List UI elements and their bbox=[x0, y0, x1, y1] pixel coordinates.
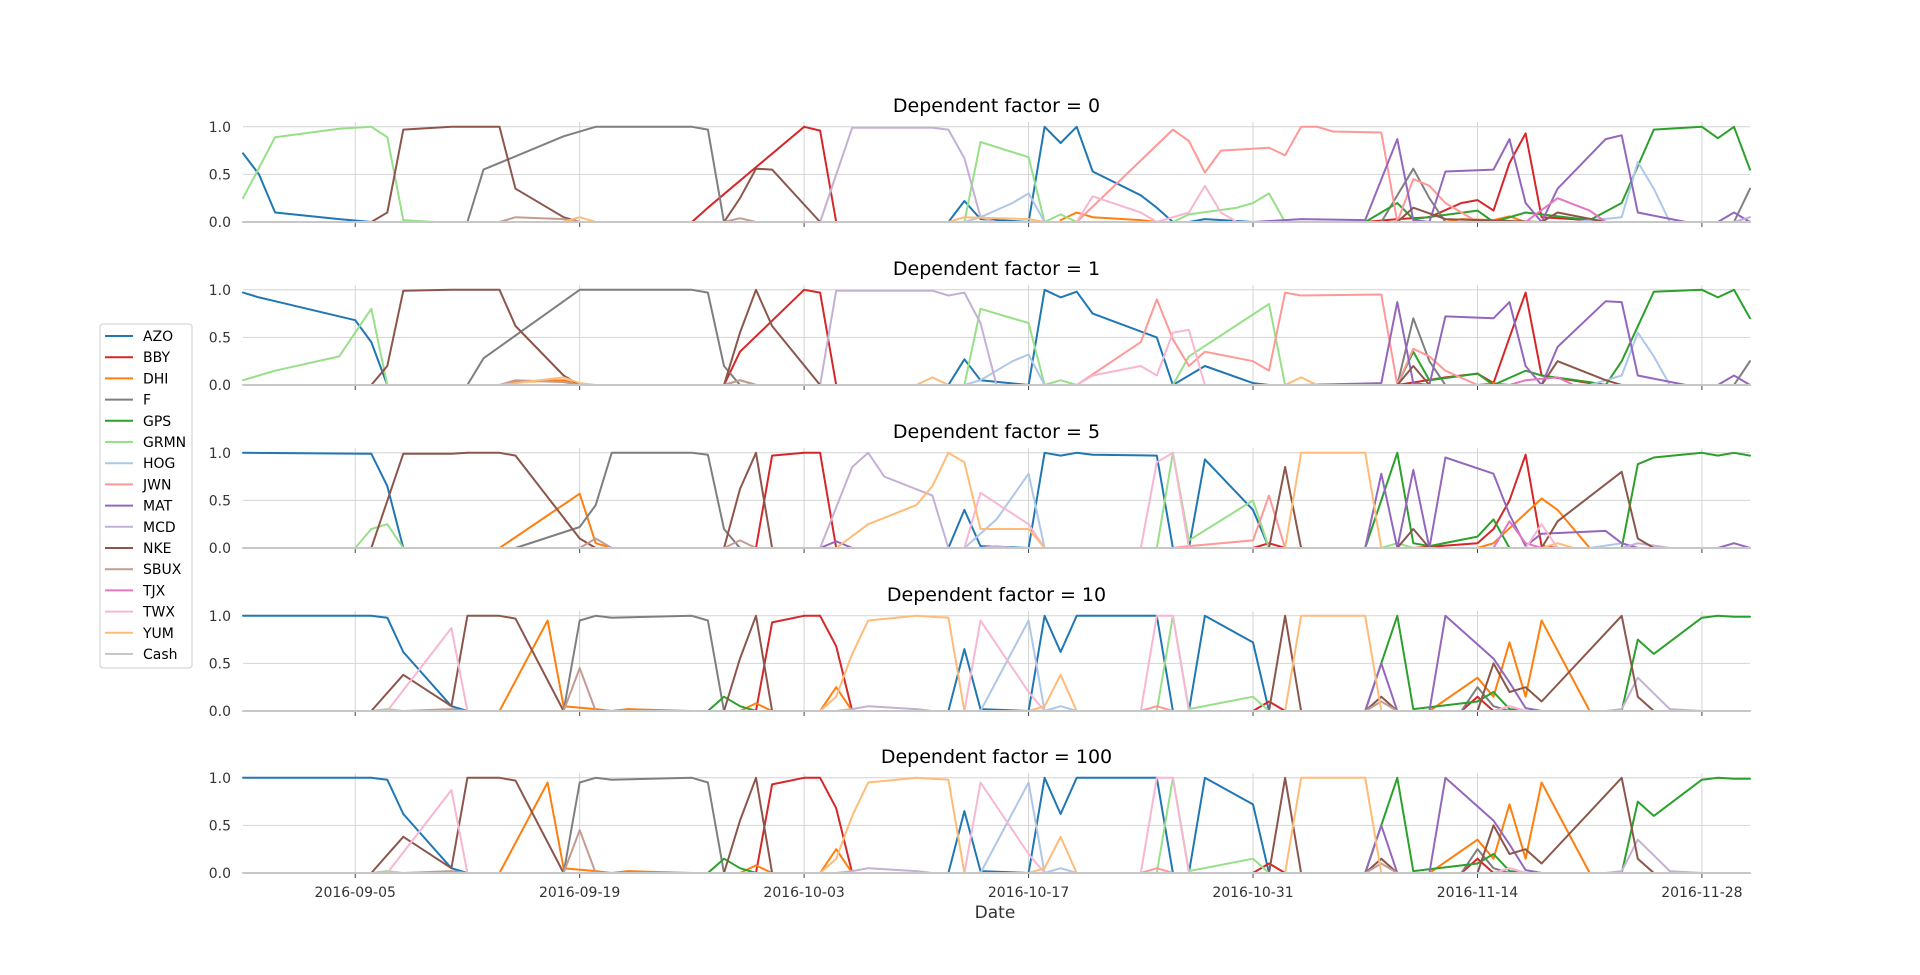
panel-title: Dependent factor = 10 bbox=[887, 584, 1106, 606]
legend-label: Cash bbox=[143, 647, 178, 663]
y-tick-label: 0.0 bbox=[209, 541, 231, 557]
series-line-bby bbox=[690, 125, 1607, 223]
series-line-twx bbox=[1075, 184, 1238, 223]
series-line-twx bbox=[963, 451, 1559, 549]
legend-label: SBUX bbox=[143, 562, 182, 578]
series-line-dhi bbox=[498, 619, 1591, 712]
series-line-mat bbox=[1252, 134, 1751, 223]
series-line-nke bbox=[338, 125, 1607, 223]
series-line-mat bbox=[1300, 300, 1751, 386]
y-tick-label: 0.5 bbox=[209, 167, 231, 183]
series-line-jwn bbox=[1139, 705, 1174, 712]
series-line-grmn bbox=[370, 614, 1270, 712]
series-line-hog bbox=[963, 619, 1078, 712]
panel-2: Dependent factor = 5 0.0 0.5 1.0 bbox=[209, 421, 1751, 557]
legend-box bbox=[99, 323, 193, 669]
y-tick-label: 0.0 bbox=[209, 866, 231, 882]
y-tick-label: 1.0 bbox=[209, 609, 231, 625]
x-tick-label: 2016-09-05 bbox=[315, 885, 396, 901]
x-tick-label: 2016-10-03 bbox=[763, 885, 844, 901]
y-tick-label: 1.0 bbox=[209, 771, 231, 787]
series-line-azo bbox=[242, 451, 1270, 549]
series-line-tjx bbox=[1508, 376, 1575, 386]
series-line-nke bbox=[370, 776, 1655, 874]
legend: AZO BBY DHI F GPS GRMN HOG JWN MAT MCD NKE SBUX TJX T… bbox=[99, 323, 193, 669]
y-tick-label: 1.0 bbox=[209, 446, 231, 462]
y-tick-label: 0.0 bbox=[209, 215, 231, 231]
series-line-dhi bbox=[498, 492, 1591, 549]
legend-label: BBY bbox=[143, 350, 170, 366]
series-line-jwn bbox=[1075, 291, 1479, 386]
series-line-yum bbox=[498, 376, 1319, 386]
series-line-f bbox=[514, 451, 741, 549]
series-line-dhi bbox=[498, 781, 1591, 874]
panel-title: Dependent factor = 1 bbox=[893, 258, 1100, 280]
series-line-nke bbox=[370, 614, 1655, 712]
series-line-sbux bbox=[402, 829, 1399, 874]
x-tick-label: 2016-10-17 bbox=[988, 885, 1069, 901]
legend-label: NKE bbox=[143, 541, 172, 557]
y-tick-label: 1.0 bbox=[209, 283, 231, 299]
legend-label: YUM bbox=[142, 626, 174, 642]
legend-label: TWX bbox=[142, 605, 175, 621]
series-line-mcd bbox=[819, 289, 998, 386]
series-line-twx bbox=[1075, 328, 1206, 386]
series-line-mat bbox=[1364, 614, 1543, 712]
x-axis-label: Date bbox=[975, 903, 1016, 923]
panel-title: Dependent factor = 0 bbox=[893, 95, 1100, 117]
legend-label: MCD bbox=[143, 520, 176, 536]
panel-0: Dependent factor = 0 0.0 0.5 1.0 bbox=[209, 95, 1751, 231]
series-line-tjx bbox=[1524, 197, 1607, 223]
legend-items: AZO BBY DHI F GPS GRMN HOG JWN MAT MCD NKE SBUX TJX T… bbox=[105, 329, 186, 663]
legend-label: JWN bbox=[142, 477, 171, 493]
legend-label: HOG bbox=[143, 456, 175, 472]
legend-label: DHI bbox=[143, 371, 168, 387]
y-tick-label: 1.0 bbox=[209, 120, 231, 136]
panel-title: Dependent factor = 100 bbox=[881, 746, 1112, 768]
x-tick-label: 2016-09-19 bbox=[539, 885, 620, 901]
legend-label: GPS bbox=[143, 414, 171, 430]
panel-3: Dependent factor = 10 0.0 0.5 1.0 bbox=[209, 584, 1751, 720]
series-line-azo bbox=[242, 125, 1254, 223]
panel-4: Dependent factor = 100 0.0 0.5 1.0 bbox=[209, 746, 1751, 882]
panel-title: Dependent factor = 5 bbox=[893, 421, 1100, 443]
series-line-jwn bbox=[1139, 867, 1174, 874]
x-tick-label: 2016-11-28 bbox=[1661, 885, 1742, 901]
legend-label: MAT bbox=[143, 499, 173, 515]
legend-label: F bbox=[143, 393, 151, 409]
series-line-hog bbox=[963, 781, 1078, 874]
x-tick-label: 2016-11-14 bbox=[1437, 885, 1518, 901]
y-tick-label: 0.5 bbox=[209, 656, 231, 672]
series-line-jwn bbox=[1075, 125, 1479, 223]
legend-label: GRMN bbox=[143, 435, 186, 451]
y-tick-label: 0.5 bbox=[209, 330, 231, 346]
y-tick-label: 0.0 bbox=[209, 704, 231, 720]
series-line-grmn bbox=[242, 125, 1287, 223]
legend-label: AZO bbox=[143, 329, 173, 345]
series-line-mat bbox=[1364, 776, 1543, 874]
series-line-sbux bbox=[402, 667, 1399, 712]
legend-label: TJX bbox=[142, 583, 166, 599]
panel-1: Dependent factor = 1 0.0 0.5 1.0 bbox=[209, 258, 1751, 394]
series-line-jwn bbox=[1171, 494, 1287, 549]
y-tick-label: 0.5 bbox=[209, 818, 231, 834]
series-line-grmn bbox=[242, 303, 1287, 386]
y-tick-label: 0.5 bbox=[209, 493, 231, 509]
series-line-grmn bbox=[370, 776, 1270, 874]
y-tick-label: 0.0 bbox=[209, 378, 231, 394]
series-line-tjx bbox=[1492, 520, 1543, 549]
x-tick-label: 2016-10-31 bbox=[1212, 885, 1293, 901]
